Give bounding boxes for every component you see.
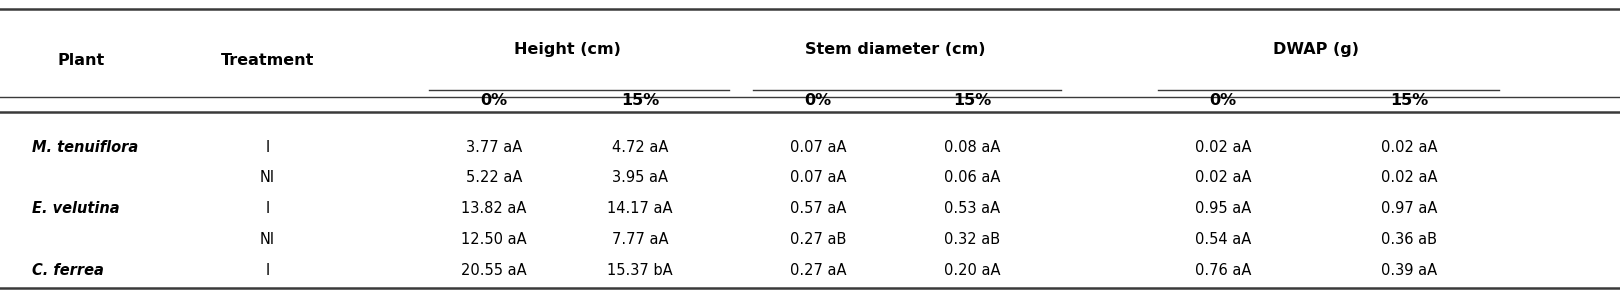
Text: 0.53 aA: 0.53 aA [944, 201, 1000, 216]
Text: Stem diameter (cm): Stem diameter (cm) [805, 42, 985, 57]
Text: I: I [266, 201, 269, 216]
Text: 5.22 aA: 5.22 aA [467, 170, 522, 186]
Text: 15%: 15% [953, 93, 991, 108]
Text: E. velutina: E. velutina [32, 201, 120, 216]
Text: 0.07 aA: 0.07 aA [791, 139, 846, 155]
Text: 0.57 aA: 0.57 aA [791, 201, 846, 216]
Text: 0.95 aA: 0.95 aA [1196, 201, 1251, 216]
Text: 0.54 aA: 0.54 aA [1196, 232, 1251, 247]
Text: 0.32 aB: 0.32 aB [944, 232, 1000, 247]
Text: 15.37 bA: 15.37 bA [608, 263, 672, 278]
Text: 0.36 aB: 0.36 aB [1382, 232, 1437, 247]
Text: 0.02 aA: 0.02 aA [1196, 139, 1251, 155]
Text: C. ferrea: C. ferrea [32, 263, 104, 278]
Text: 0.27 aB: 0.27 aB [791, 232, 846, 247]
Text: 0%: 0% [805, 93, 831, 108]
Text: 0.27 aA: 0.27 aA [791, 263, 846, 278]
Text: 0.08 aA: 0.08 aA [944, 139, 1000, 155]
Text: I: I [266, 139, 269, 155]
Text: 12.50 aA: 12.50 aA [462, 232, 526, 247]
Text: DWAP (g): DWAP (g) [1273, 42, 1359, 57]
Text: 0%: 0% [481, 93, 507, 108]
Text: 0.02 aA: 0.02 aA [1196, 170, 1251, 186]
Text: 7.77 aA: 7.77 aA [612, 232, 667, 247]
Text: NI: NI [259, 232, 275, 247]
Text: 3.95 aA: 3.95 aA [612, 170, 667, 186]
Text: 0.06 aA: 0.06 aA [944, 170, 1000, 186]
Text: 14.17 aA: 14.17 aA [608, 201, 672, 216]
Text: NI: NI [259, 170, 275, 186]
Text: 0.02 aA: 0.02 aA [1382, 139, 1437, 155]
Text: M. tenuiflora: M. tenuiflora [32, 139, 139, 155]
Text: Plant: Plant [57, 53, 105, 68]
Text: 13.82 aA: 13.82 aA [462, 201, 526, 216]
Text: 0%: 0% [1210, 93, 1236, 108]
Text: 0.20 aA: 0.20 aA [944, 263, 1000, 278]
Text: 0.07 aA: 0.07 aA [791, 170, 846, 186]
Text: 0.97 aA: 0.97 aA [1382, 201, 1437, 216]
Text: 4.72 aA: 4.72 aA [612, 139, 667, 155]
Text: 3.77 aA: 3.77 aA [467, 139, 522, 155]
Text: I: I [266, 263, 269, 278]
Text: 0.76 aA: 0.76 aA [1196, 263, 1251, 278]
Text: 15%: 15% [620, 93, 659, 108]
Text: Treatment: Treatment [220, 53, 314, 68]
Text: 20.55 aA: 20.55 aA [462, 263, 526, 278]
Text: 0.02 aA: 0.02 aA [1382, 170, 1437, 186]
Text: 15%: 15% [1390, 93, 1429, 108]
Text: Height (cm): Height (cm) [514, 42, 620, 57]
Text: 0.39 aA: 0.39 aA [1382, 263, 1437, 278]
